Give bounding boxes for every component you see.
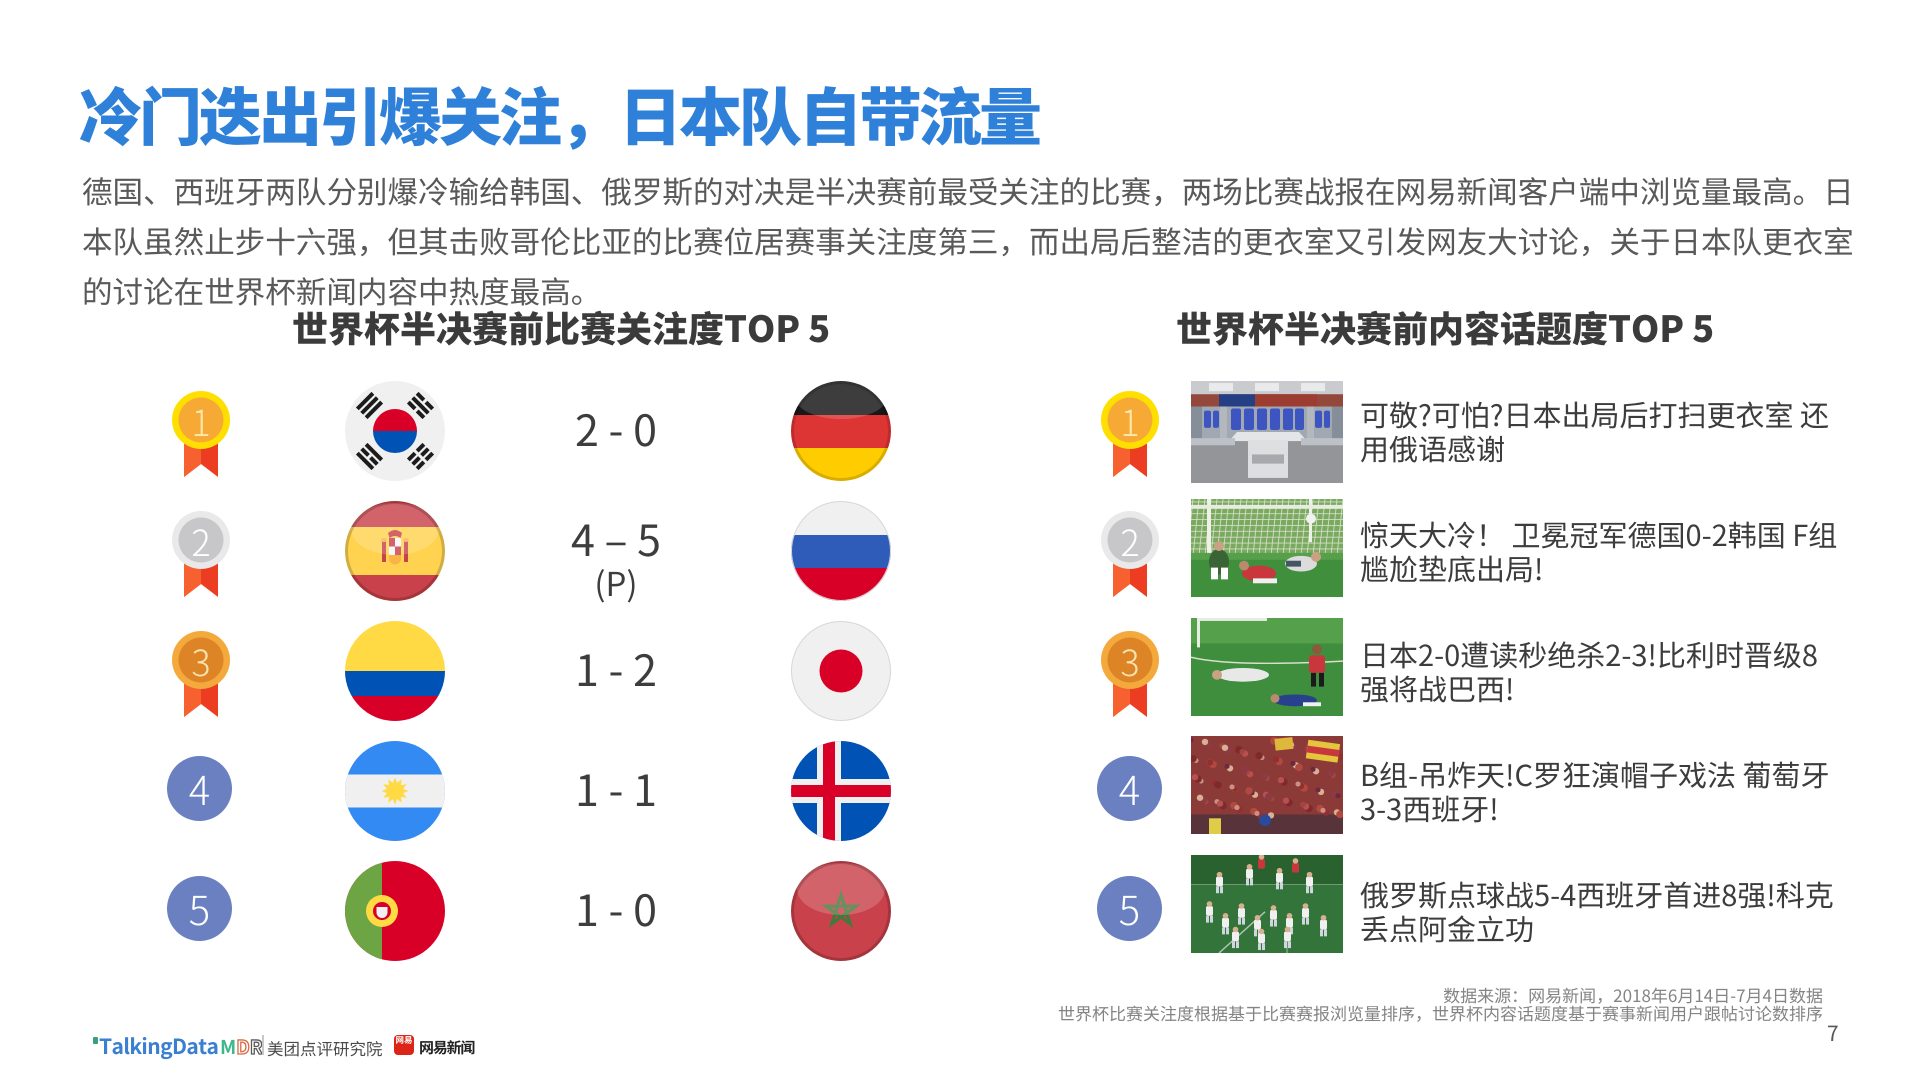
svg-text:2: 2 <box>1120 515 1139 567</box>
svg-text:1: 1 <box>191 395 210 447</box>
svg-text:3: 3 <box>191 635 210 687</box>
svg-text:2: 2 <box>191 515 210 567</box>
svg-text:1: 1 <box>1120 395 1139 447</box>
svg-text:3: 3 <box>1120 635 1139 687</box>
